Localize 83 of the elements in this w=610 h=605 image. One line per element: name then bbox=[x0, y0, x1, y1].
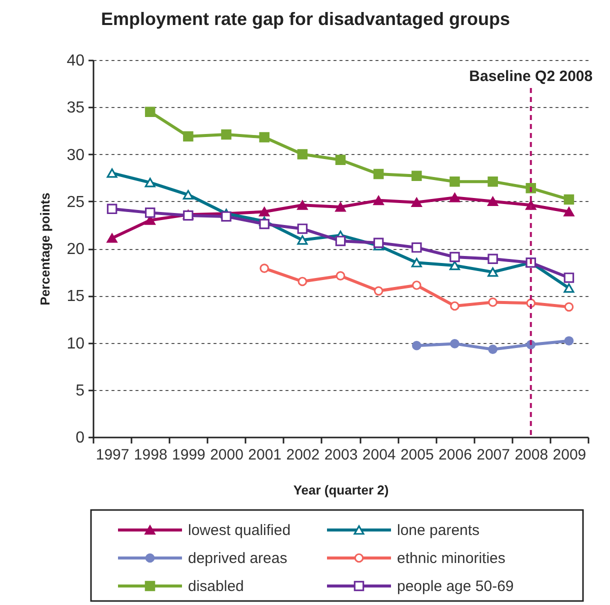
x-tick-label: 2001 bbox=[248, 446, 282, 464]
x-tick-label: 1997 bbox=[96, 446, 130, 464]
point bbox=[297, 149, 308, 160]
point bbox=[564, 336, 574, 346]
y-tick-label: 10 bbox=[66, 335, 85, 352]
point bbox=[488, 196, 498, 206]
point bbox=[260, 264, 270, 273]
point bbox=[144, 106, 156, 117]
y-tick-label: 5 bbox=[76, 382, 85, 400]
x-tick-label: 2000 bbox=[210, 446, 244, 464]
x-tick-label: 2004 bbox=[362, 446, 396, 464]
y-tick-label: 35 bbox=[66, 100, 85, 117]
legend-label: people age 50-69 bbox=[397, 578, 514, 595]
point bbox=[259, 218, 270, 230]
point bbox=[335, 154, 346, 166]
legend-label: deprived areas bbox=[188, 550, 288, 567]
point bbox=[297, 235, 308, 245]
point bbox=[106, 233, 118, 243]
y-axis-title: Percentage points bbox=[38, 192, 53, 306]
point bbox=[259, 207, 270, 216]
y-tick-label: 20 bbox=[66, 241, 85, 258]
point bbox=[373, 196, 384, 206]
point bbox=[182, 190, 194, 200]
point bbox=[450, 252, 460, 262]
point bbox=[412, 170, 422, 182]
point bbox=[450, 339, 460, 348]
point bbox=[564, 194, 574, 205]
x-tick-label: 2008 bbox=[514, 446, 548, 464]
legend-label: ethnic minorities bbox=[397, 550, 506, 567]
point bbox=[221, 129, 232, 140]
x-tick-label: 2009 bbox=[552, 446, 586, 464]
point bbox=[144, 208, 156, 218]
point bbox=[412, 280, 422, 290]
point bbox=[221, 211, 232, 222]
point bbox=[564, 207, 574, 216]
point bbox=[488, 176, 498, 187]
point bbox=[297, 224, 308, 234]
point bbox=[488, 344, 498, 354]
y-tick-label: 25 bbox=[66, 194, 85, 211]
y-tick-label: 0 bbox=[76, 430, 85, 446]
point bbox=[412, 242, 422, 253]
point bbox=[564, 283, 574, 293]
point bbox=[183, 131, 194, 142]
point bbox=[564, 272, 574, 283]
ref-line-label: Baseline Q2 2008 bbox=[469, 68, 593, 85]
y-tick-label: 40 bbox=[66, 52, 85, 70]
point bbox=[488, 298, 498, 307]
x-tick-label: 2003 bbox=[324, 446, 358, 464]
point bbox=[450, 176, 460, 187]
point bbox=[335, 202, 346, 212]
x-tick-label: 2005 bbox=[400, 446, 434, 464]
point bbox=[450, 301, 460, 311]
point bbox=[564, 302, 574, 312]
x-tick-label: 2006 bbox=[438, 446, 472, 464]
point bbox=[144, 178, 156, 188]
point bbox=[106, 204, 118, 214]
point bbox=[488, 267, 498, 277]
x-tick-label: 1999 bbox=[172, 446, 206, 464]
point bbox=[106, 168, 118, 178]
point bbox=[298, 276, 308, 286]
chart-title: Employment rate gap for disadvantaged groups bbox=[100, 9, 510, 29]
x-tick-label: 1998 bbox=[134, 446, 168, 464]
point bbox=[336, 271, 346, 280]
x-tick-label: 2007 bbox=[476, 446, 510, 464]
point bbox=[449, 260, 460, 270]
legend-label: disabled bbox=[188, 578, 244, 595]
legend-label: lowest qualified bbox=[188, 522, 291, 539]
y-tick-label: 15 bbox=[66, 288, 85, 306]
point bbox=[374, 286, 384, 296]
point bbox=[373, 168, 384, 180]
point bbox=[259, 132, 270, 142]
legend-label: lone parents bbox=[397, 522, 480, 539]
point bbox=[373, 238, 384, 248]
point bbox=[488, 254, 498, 264]
point bbox=[412, 340, 422, 350]
x-axis-title: Year (quarter 2) bbox=[293, 482, 389, 498]
y-tick-label: 30 bbox=[66, 146, 85, 164]
point bbox=[297, 200, 308, 210]
x-tick-label: 2002 bbox=[286, 446, 320, 464]
point bbox=[411, 258, 422, 268]
point bbox=[449, 192, 460, 202]
point bbox=[411, 198, 422, 207]
point bbox=[335, 236, 346, 246]
